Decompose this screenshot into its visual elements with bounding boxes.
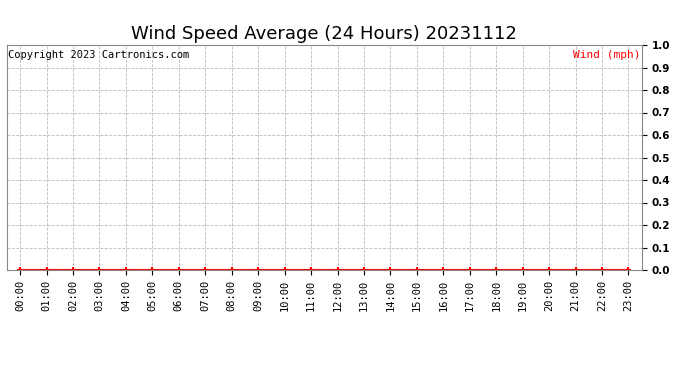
Title: Wind Speed Average (24 Hours) 20231112: Wind Speed Average (24 Hours) 20231112 (131, 26, 518, 44)
Text: Wind (mph): Wind (mph) (573, 50, 640, 60)
Text: Copyright 2023 Cartronics.com: Copyright 2023 Cartronics.com (8, 50, 190, 60)
